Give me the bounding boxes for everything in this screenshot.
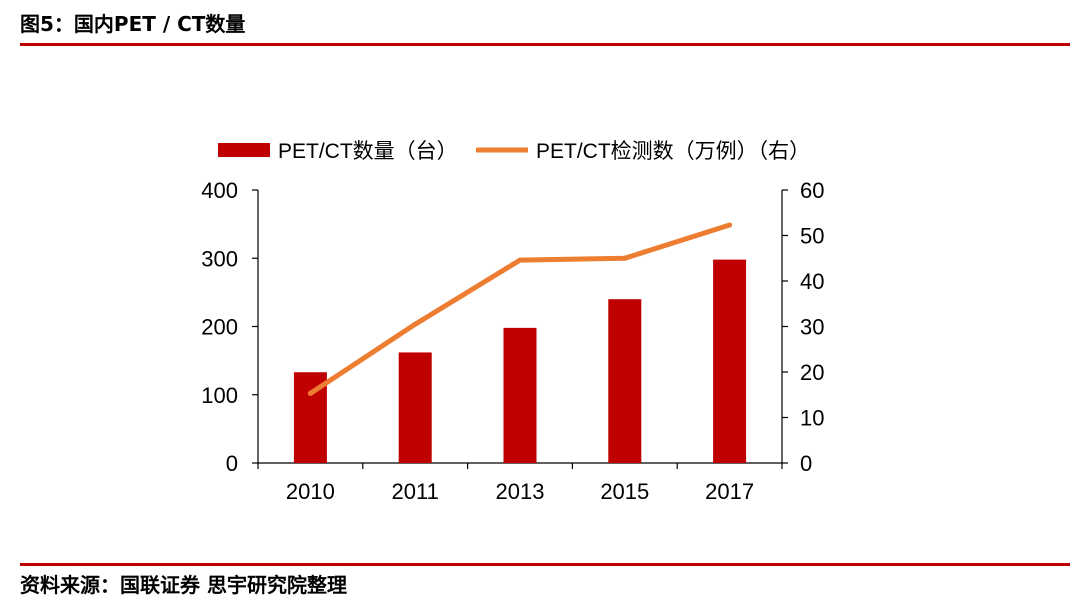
line-series: [307, 222, 733, 396]
left-tick-label: 100: [201, 383, 238, 408]
right-tick-label: 20: [800, 360, 824, 385]
right-tick-label: 60: [800, 178, 824, 203]
left-tick-label: 300: [201, 246, 238, 271]
x-tick-label: 2011: [392, 479, 439, 504]
line-point: [307, 390, 313, 396]
legend-swatch-bar: [218, 143, 270, 157]
x-tick-label: 2017: [705, 479, 754, 504]
source-divider: [20, 563, 1070, 566]
line-point: [517, 257, 523, 263]
bar: [503, 327, 537, 463]
right-tick-label: 50: [800, 224, 824, 249]
legend-label-line: PET/CT检测数（万例）（右）: [536, 140, 810, 163]
legend: PET/CT数量（台） PET/CT检测数（万例）（右）: [218, 140, 810, 163]
line-point: [727, 222, 733, 228]
x-tick-label: 2013: [496, 479, 545, 504]
right-tick-label: 40: [800, 269, 824, 294]
bar: [608, 299, 642, 463]
source-note: 资料来源：国联证券 思宇研究院整理: [20, 573, 347, 597]
bar: [398, 352, 432, 463]
left-tick-label: 400: [201, 178, 238, 203]
bar: [713, 259, 747, 463]
left-tick-label: 0: [226, 451, 238, 476]
line-point: [412, 321, 418, 327]
right-tick-label: 10: [800, 406, 824, 431]
x-tick-label: 2015: [600, 479, 649, 504]
axes: 0 100 200 300 400 0 10 20 30 40 50 60 2010 2011 2013 20…: [201, 178, 824, 504]
title-divider: [20, 43, 1070, 46]
left-tick-label: 200: [201, 315, 238, 340]
bar-series: [293, 259, 747, 463]
page-title: 图5：国内PET / CT数量: [20, 12, 246, 36]
right-tick-label: 30: [800, 315, 824, 340]
line-point: [622, 255, 628, 261]
legend-label-bar: PET/CT数量（台）: [278, 140, 458, 163]
x-tick-label: 2010: [286, 479, 335, 504]
right-tick-label: 0: [800, 451, 812, 476]
